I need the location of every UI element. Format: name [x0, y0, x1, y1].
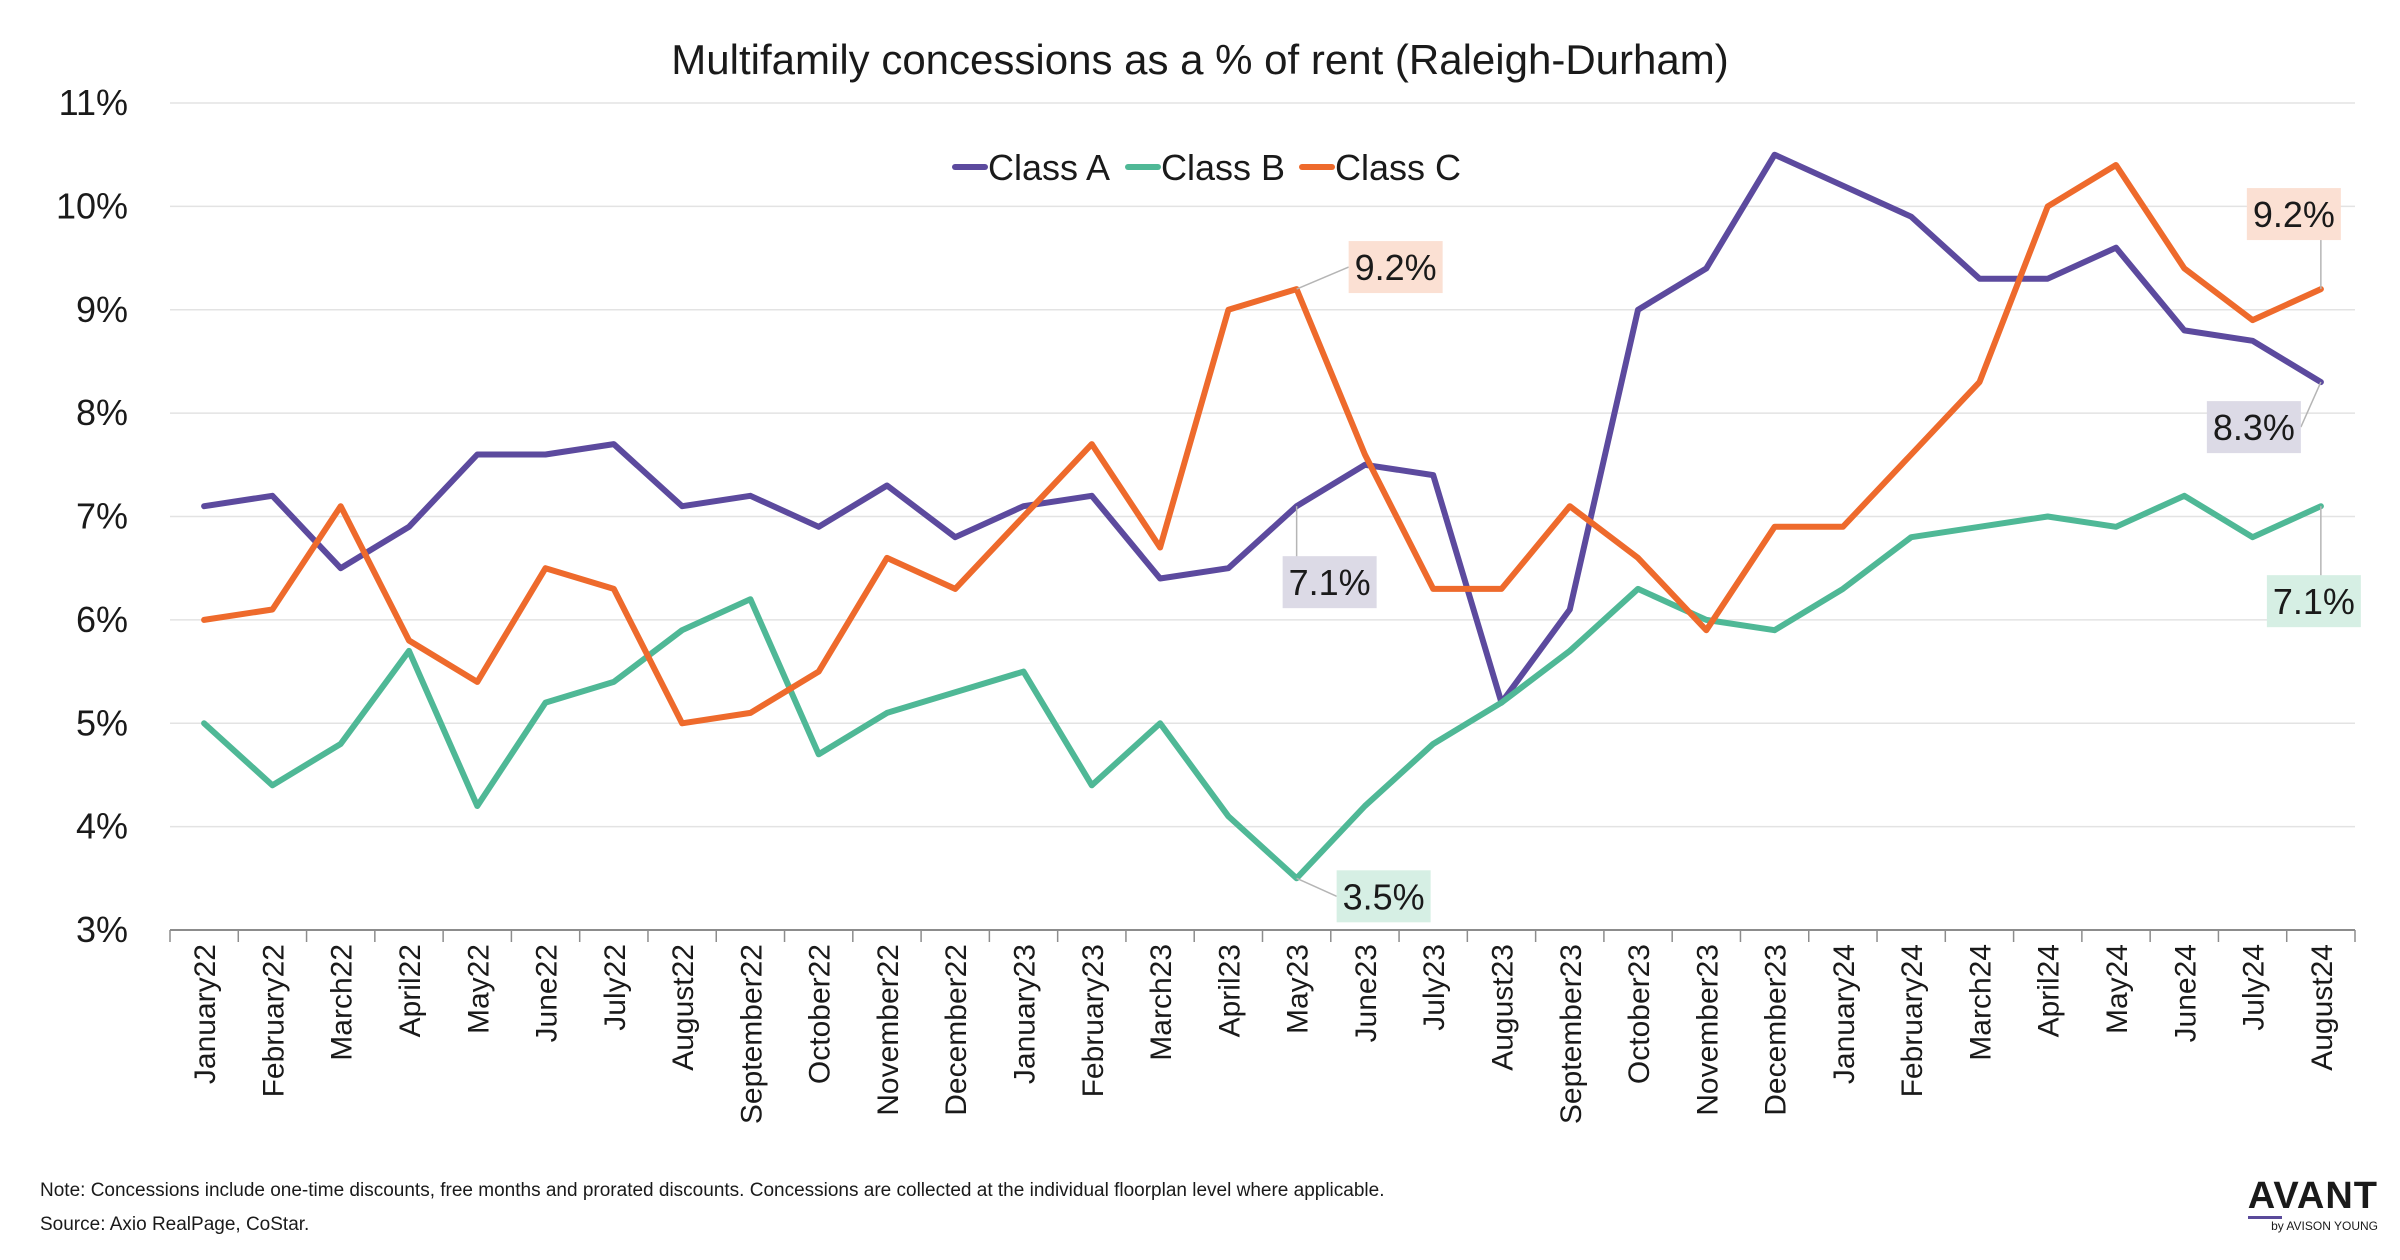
- gridlines: [170, 102, 2355, 828]
- series-line-2: [201, 162, 2324, 727]
- x-tick-label: July23: [1418, 944, 1451, 1031]
- brand-name: AVANT: [2247, 1175, 2378, 1217]
- y-axis-ticks: 3% 4% 5% 6% 7% 8% 9% 10% 11%: [56, 82, 128, 950]
- x-tick-label: March24: [1964, 944, 1997, 1061]
- x-tick-label: May24: [2101, 944, 2134, 1034]
- y-tick-label: 3%: [76, 909, 128, 950]
- data-callout: 8.3%: [2206, 381, 2322, 454]
- x-tick-label: December23: [1760, 944, 1793, 1116]
- x-tick-label: November23: [1691, 944, 1724, 1116]
- x-tick-label: November22: [872, 944, 905, 1116]
- y-tick-label: 6%: [76, 599, 128, 640]
- y-tick-label: 8%: [76, 392, 128, 433]
- x-tick-label: June22: [531, 944, 564, 1042]
- data-callout: 7.1%: [2266, 506, 2361, 628]
- callout-box: [2266, 575, 2361, 628]
- legend: Class A Class B Class C: [952, 147, 1461, 188]
- x-tick-label: July22: [599, 944, 632, 1031]
- x-tick-label: June23: [1350, 944, 1383, 1042]
- x-tick-label: October22: [804, 944, 837, 1084]
- y-tick-label: 4%: [76, 806, 128, 847]
- callout-box: [1348, 241, 1443, 294]
- y-tick-label: 9%: [76, 289, 128, 330]
- brand-subtitle: by AVISON YOUNG: [2271, 1219, 2378, 1233]
- x-tick-label: April22: [394, 944, 427, 1037]
- y-tick-label: 5%: [76, 702, 128, 743]
- x-tick-label: February24: [1896, 944, 1929, 1097]
- callout-label: 9.2%: [2253, 194, 2335, 235]
- callout-label: 9.2%: [1355, 247, 1437, 288]
- footnote-note: Note: Concessions include one-time disco…: [40, 1180, 1385, 1201]
- callout-label: 7.1%: [2273, 581, 2355, 622]
- x-tick-label: January23: [1009, 944, 1042, 1084]
- y-tick-label: 7%: [76, 496, 128, 537]
- callout-label: 7.1%: [1289, 562, 1371, 603]
- brand-logo: AVANT by AVISON YOUNG: [2247, 1175, 2378, 1233]
- x-tick-label: August22: [667, 944, 700, 1071]
- series-lines: [201, 151, 2324, 882]
- callout-label: 8.3%: [2213, 407, 2295, 448]
- data-callout: 7.1%: [1282, 506, 1377, 609]
- x-tick-label: January22: [189, 944, 222, 1084]
- x-tick-label: May23: [1282, 944, 1315, 1034]
- x-tick-label: February22: [257, 944, 290, 1097]
- callout-box: [2206, 401, 2301, 454]
- x-tick-label: July24: [2238, 944, 2271, 1031]
- data-callout: 9.2%: [2246, 188, 2341, 290]
- callout-leader: [2300, 381, 2322, 428]
- x-tick-label: May22: [462, 944, 495, 1034]
- callout-leader: [1296, 266, 1349, 290]
- x-axis-ticks: January22 February22 March22 April22 May22 Ju…: [169, 930, 2356, 1124]
- data-callout: 9.2%: [1296, 241, 1443, 294]
- y-tick-label: 10%: [56, 185, 128, 226]
- footnote-source: Source: Axio RealPage, CoStar.: [40, 1214, 310, 1235]
- x-tick-label: September22: [735, 944, 768, 1124]
- series-line-0: [201, 151, 2324, 706]
- callout-label: 3.5%: [1343, 876, 1425, 917]
- callout-box: [2246, 188, 2341, 241]
- x-tick-label: August24: [2306, 944, 2339, 1071]
- legend-label: Class B: [1161, 147, 1285, 188]
- data-callout: 3.5%: [1296, 870, 1431, 923]
- callout-leader: [1296, 877, 1337, 897]
- callout-box: [1336, 870, 1431, 923]
- legend-label: Class C: [1335, 147, 1461, 188]
- x-tick-label: February23: [1077, 944, 1110, 1097]
- x-tick-label: August23: [1486, 944, 1519, 1071]
- series-line-1: [201, 492, 2324, 882]
- data-callouts: 9.2% 7.1% 3.5% 9.2% 8.3% 7.1%: [1282, 188, 2361, 923]
- x-tick-label: December22: [940, 944, 973, 1116]
- x-tick-label: April23: [1213, 944, 1246, 1037]
- legend-label: Class A: [988, 147, 1110, 188]
- callout-box: [1282, 556, 1377, 609]
- x-tick-label: June24: [2169, 944, 2202, 1042]
- x-tick-label: September23: [1555, 944, 1588, 1124]
- x-tick-label: October23: [1623, 944, 1656, 1084]
- x-tick-label: March22: [326, 944, 359, 1061]
- x-tick-label: March23: [1145, 944, 1178, 1061]
- brand-underline: [2247, 1216, 2282, 1219]
- chart-title: Multifamily concessions as a % of rent (…: [671, 36, 1728, 83]
- y-tick-label: 11%: [59, 82, 128, 123]
- x-tick-label: April24: [2033, 944, 2066, 1037]
- x-tick-label: January24: [1828, 944, 1861, 1084]
